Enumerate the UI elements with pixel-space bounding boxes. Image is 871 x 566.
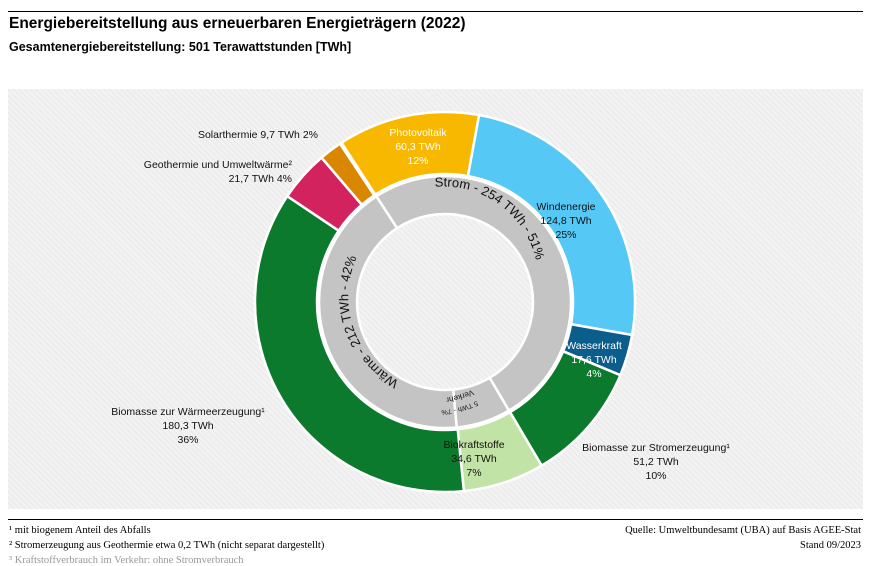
label-biokraft-pct: 7% <box>466 467 481 479</box>
top-rule <box>8 11 863 12</box>
inner-ring <box>317 174 573 430</box>
stand-date: Stand 09/2023 <box>800 540 861 551</box>
inner-slice-w-rme-212-twh-42 <box>317 194 459 430</box>
label-photovoltaik-name: Photovoltaik <box>389 127 447 139</box>
label-wind-value: 124,8 TWh <box>540 215 591 227</box>
label-photovoltaik-value: 60,3 TWh <box>395 141 440 153</box>
label-solarthermie: Solarthermie 9,7 TWh 2% <box>198 129 318 141</box>
footnote-1: ¹ mit biogenem Anteil des Abfalls <box>9 525 151 536</box>
page-subtitle: Gesamtenergiebereitstellung: 501 Terawat… <box>9 40 352 54</box>
label-biokraft-value: 34,6 TWh <box>451 453 496 465</box>
slice-solarthermie <box>319 141 376 207</box>
label-biostrom-value: 51,2 TWh <box>633 456 678 468</box>
label-wasser-name: Wasserkraft <box>566 340 622 352</box>
label-wind-pct: 25% <box>555 229 576 241</box>
inner-slice-strom-254-twh-51 <box>374 174 573 413</box>
slice-biomasse-zur-w-rmeerzeugung <box>253 194 466 494</box>
label-geothermie-name: Geothermie und Umweltwärme² <box>144 159 293 171</box>
label-wind-name: Windenergie <box>537 201 596 213</box>
label-biowaerme-pct: 36% <box>177 434 198 446</box>
label-biowaerme-value: 180,3 TWh <box>162 420 213 432</box>
source-note: Quelle: Umweltbundesamt (UBA) auf Basis … <box>625 525 861 536</box>
label-biostrom-pct: 10% <box>645 470 666 482</box>
label-biokraft-name: Biokraftstoffe <box>443 439 504 451</box>
label-wasser-pct: 4% <box>586 368 601 380</box>
label-wasser-value: 17,6 TWh <box>571 354 616 366</box>
footnote-3: ³ Kraftstoffverbrauch im Verkehr: ohne S… <box>9 555 244 566</box>
footnote-2: ² Stromerzeugung aus Geothermie etwa 0,2… <box>9 540 325 551</box>
bottom-rule <box>8 519 863 520</box>
outer-ring <box>253 110 637 494</box>
label-biowaerme-name: Biomasse zur Wärmeerzeugung¹ <box>111 406 265 418</box>
label-biostrom-name: Biomasse zur Stromerzeugung¹ <box>582 442 730 454</box>
label-geothermie-value: 21,7 TWh 4% <box>229 173 292 185</box>
page-title: Energiebereitstellung aus erneuerbaren E… <box>9 15 466 32</box>
label-photovoltaik-pct: 12% <box>407 155 428 167</box>
